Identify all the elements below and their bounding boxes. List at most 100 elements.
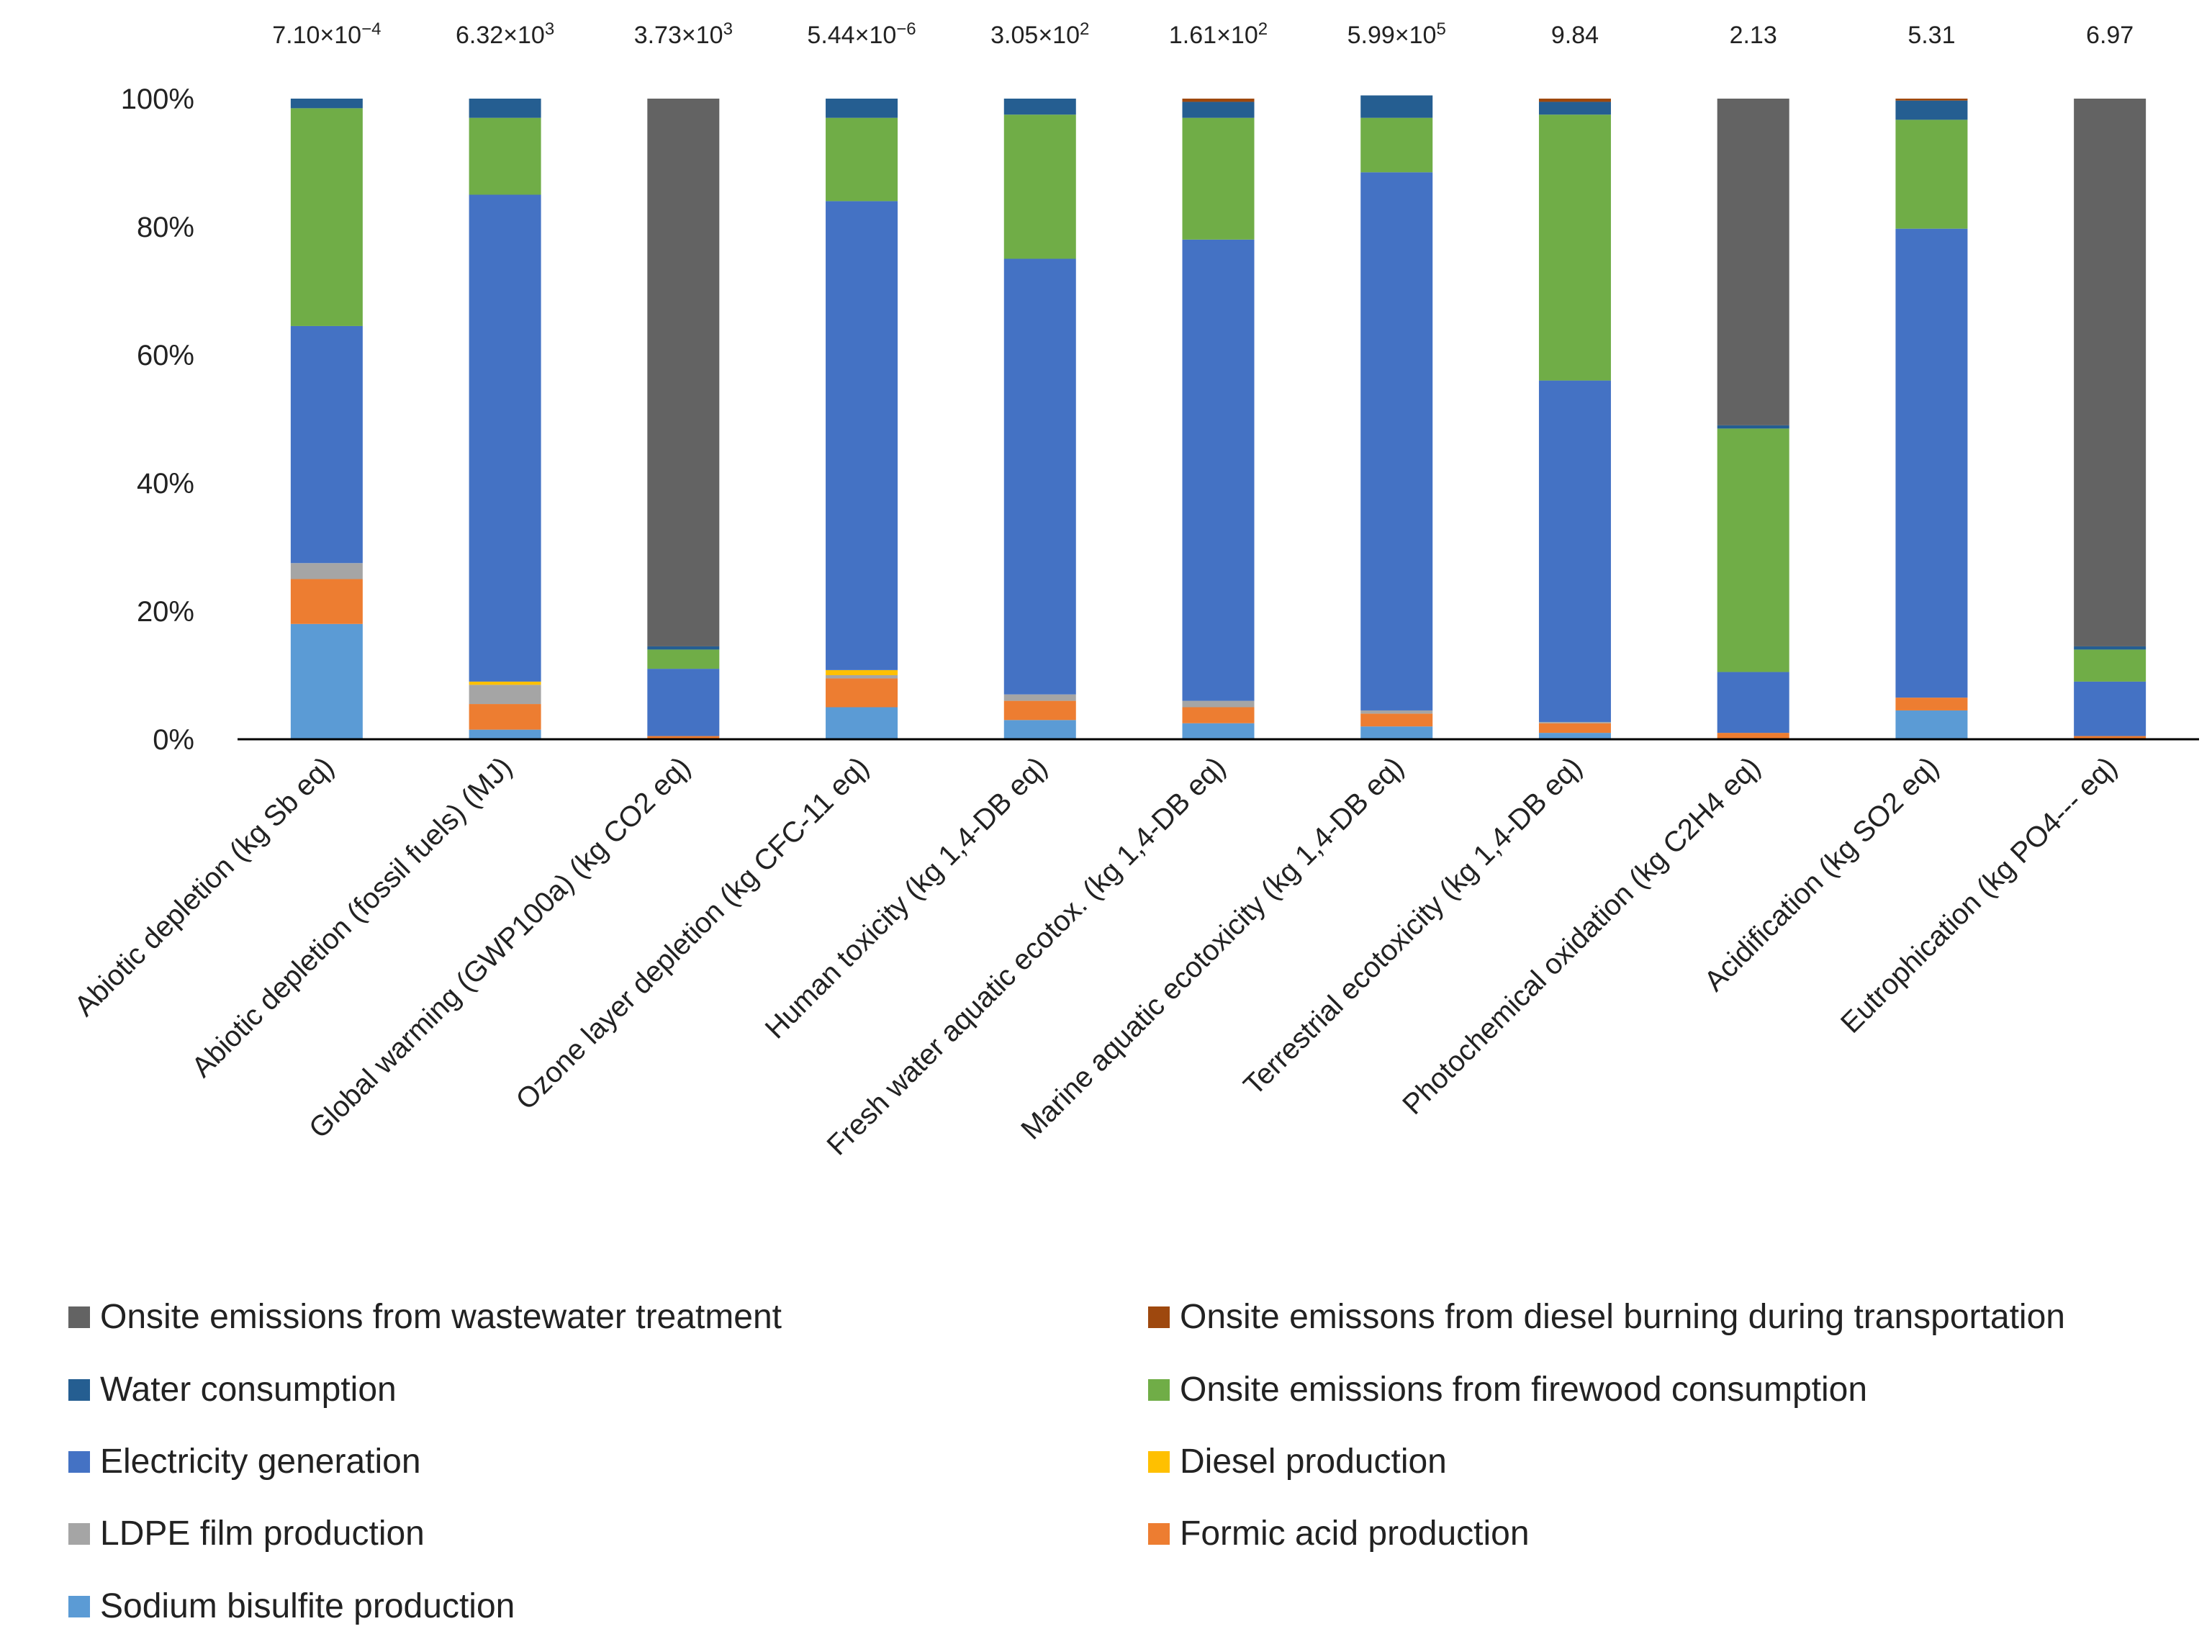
bar-segment	[1003, 694, 1076, 701]
y-tick-label: 100%	[121, 83, 194, 115]
legend-label: Onsite emissions from wastewater treatme…	[100, 1298, 782, 1336]
legend-swatch	[1148, 1451, 1170, 1473]
legend-item: Onsite emissions from wastewater treatme…	[68, 1298, 782, 1336]
bar-segment	[469, 194, 541, 682]
bar-segment	[1003, 700, 1076, 721]
bar-segment	[1182, 99, 1255, 102]
category-label: Fresh water aquatic ecotox. (kg 1,4-DB e…	[821, 751, 1232, 1161]
legend-swatch	[68, 1379, 90, 1401]
bars	[290, 95, 2146, 739]
legend-swatch	[1148, 1523, 1170, 1545]
legend-label: Onsite emissions from firewood consumpti…	[1180, 1371, 1867, 1409]
legend-item: Electricity generation	[68, 1443, 421, 1481]
bar-segment	[1895, 99, 1968, 101]
legend-item: Onsite emissions from firewood consumpti…	[1148, 1371, 1867, 1409]
bar-total-label: 3.73×103	[634, 19, 733, 49]
bar-segment	[1538, 101, 1611, 115]
bar-segment	[1717, 425, 1789, 429]
bar-total-label: 3.05×102	[990, 19, 1089, 49]
bar-total-label: 6.32×103	[456, 19, 554, 49]
bar-segment	[290, 623, 363, 739]
bar-total-label: 9.84	[1551, 22, 1599, 49]
bar-segment	[2074, 681, 2146, 736]
bar-segment	[1360, 95, 1433, 118]
bar-segment	[1895, 100, 1968, 120]
bar-segment	[1003, 114, 1076, 259]
bar-segment	[1538, 723, 1611, 734]
bar-segment	[826, 99, 898, 118]
bar-segment	[2074, 649, 2146, 682]
category-labels: Abiotic depletion (kg Sb eq)Abiotic depl…	[68, 751, 2123, 1161]
legend-item: Formic acid production	[1148, 1515, 1530, 1553]
bar-segment	[290, 579, 363, 624]
bar-segment	[1182, 707, 1255, 723]
legend-label: Onsite emissons from diesel burning duri…	[1180, 1298, 2065, 1336]
bar-segment	[1717, 428, 1789, 672]
bar-segment	[1717, 99, 1789, 425]
bar-segment	[826, 675, 898, 679]
bar-segment	[647, 736, 720, 739]
y-tick-label: 20%	[137, 596, 194, 628]
category-label: Abiotic depletion (fossil fuels) (MJ)	[186, 751, 518, 1083]
bar-segment	[826, 201, 898, 670]
category-label: Photochemical oxidation (kg C2H4 eq)	[1396, 751, 1766, 1121]
y-tick-label: 40%	[137, 468, 194, 500]
bar-total-labels: 7.10×10−4 6.32×103 3.73×103 5.44×10−6 3.05×1…	[272, 19, 2134, 49]
bar-segment	[647, 646, 720, 650]
bar-segment	[1360, 117, 1433, 173]
legend-label: Water consumption	[100, 1371, 397, 1409]
legend-item: Sodium bisulfite production	[68, 1587, 515, 1625]
bar-total-label: 7.10×10−4	[272, 19, 381, 49]
bar-segment	[290, 108, 363, 326]
bar-segment	[2074, 99, 2146, 646]
legend-label: Sodium bisulfite production	[100, 1587, 515, 1625]
category-label: Marine aquatic ecotoxicity (kg 1,4-DB eq…	[1015, 751, 1409, 1145]
bar-segment	[290, 99, 363, 109]
legend-item: Diesel production	[1148, 1443, 1447, 1481]
bar-segment	[1360, 726, 1433, 739]
bar-segment	[1182, 117, 1255, 240]
legend-swatch	[1148, 1306, 1170, 1328]
bar-segment	[647, 649, 720, 669]
category-label: Eutrophication (kg PO4--- eq)	[1835, 751, 2123, 1039]
bar-segment	[1538, 733, 1611, 739]
bar-segment	[826, 117, 898, 202]
legend-label: Electricity generation	[100, 1443, 421, 1481]
y-tick-label: 80%	[137, 212, 194, 243]
bar-segment	[1538, 114, 1611, 381]
category-label: Global warming (GWP100a) (kg CO2 eq)	[303, 751, 697, 1145]
legend-item: LDPE film production	[68, 1515, 425, 1553]
bar-segment	[469, 99, 541, 118]
bar-total-label: 1.61×102	[1169, 19, 1268, 49]
bar-segment	[469, 729, 541, 739]
bar-segment	[1538, 721, 1611, 723]
bar-segment	[1360, 172, 1433, 710]
bar-segment	[1538, 99, 1611, 102]
bar-total-label: 5.99×105	[1347, 19, 1446, 49]
legend-swatch	[1148, 1379, 1170, 1401]
bar-segment	[469, 681, 541, 685]
legend-label: Formic acid production	[1180, 1515, 1530, 1553]
bar-segment	[826, 707, 898, 739]
bar-segment	[1538, 380, 1611, 722]
bar-segment	[647, 99, 720, 646]
bar-total-label: 5.31	[1908, 22, 1955, 49]
bar-segment	[1182, 700, 1255, 708]
bar-segment	[1360, 710, 1433, 714]
bar-segment	[1717, 733, 1789, 739]
bar-segment	[290, 563, 363, 579]
legend-label: LDPE film production	[100, 1515, 425, 1553]
bar-segment	[290, 325, 363, 564]
legend-label: Diesel production	[1180, 1443, 1447, 1481]
y-tick-label: 0%	[153, 724, 194, 756]
legend-swatch	[68, 1523, 90, 1545]
bar-total-label: 2.13	[1730, 22, 1777, 49]
bar-segment	[1895, 228, 1968, 698]
bar-segment	[1182, 101, 1255, 118]
bar-segment	[1182, 239, 1255, 701]
legend-swatch	[68, 1596, 90, 1617]
category-label: Human toxicity (kg 1,4-DB eq)	[759, 751, 1053, 1044]
bar-segment	[1182, 723, 1255, 739]
legend: Onsite emissions from wastewater treatme…	[68, 1298, 2065, 1625]
